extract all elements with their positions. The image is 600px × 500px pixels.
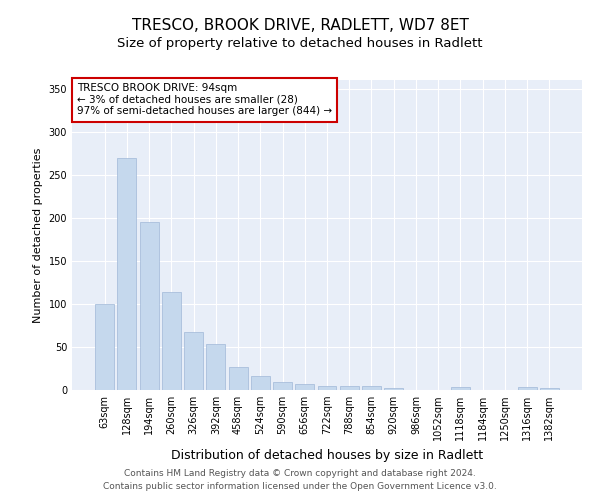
Bar [206,344,225,390]
Text: Contains HM Land Registry data © Crown copyright and database right 2024.: Contains HM Land Registry data © Crown c… [124,468,476,477]
Bar [340,386,359,390]
Bar [118,158,136,390]
Bar [184,332,203,390]
Bar [273,382,292,390]
Bar [229,367,248,390]
Bar [251,376,270,390]
Bar [317,386,337,390]
Bar [95,304,114,390]
Text: Size of property relative to detached houses in Radlett: Size of property relative to detached ho… [117,38,483,51]
Text: TRESCO BROOK DRIVE: 94sqm
← 3% of detached houses are smaller (28)
97% of semi-d: TRESCO BROOK DRIVE: 94sqm ← 3% of detach… [77,83,332,116]
Bar [540,388,559,390]
Bar [362,386,381,390]
X-axis label: Distribution of detached houses by size in Radlett: Distribution of detached houses by size … [171,448,483,462]
Bar [451,386,470,390]
Bar [518,388,536,390]
Bar [162,292,181,390]
Bar [295,384,314,390]
Bar [384,388,403,390]
Text: Contains public sector information licensed under the Open Government Licence v3: Contains public sector information licen… [103,482,497,491]
Y-axis label: Number of detached properties: Number of detached properties [33,148,43,322]
Bar [140,222,158,390]
Text: TRESCO, BROOK DRIVE, RADLETT, WD7 8ET: TRESCO, BROOK DRIVE, RADLETT, WD7 8ET [131,18,469,32]
